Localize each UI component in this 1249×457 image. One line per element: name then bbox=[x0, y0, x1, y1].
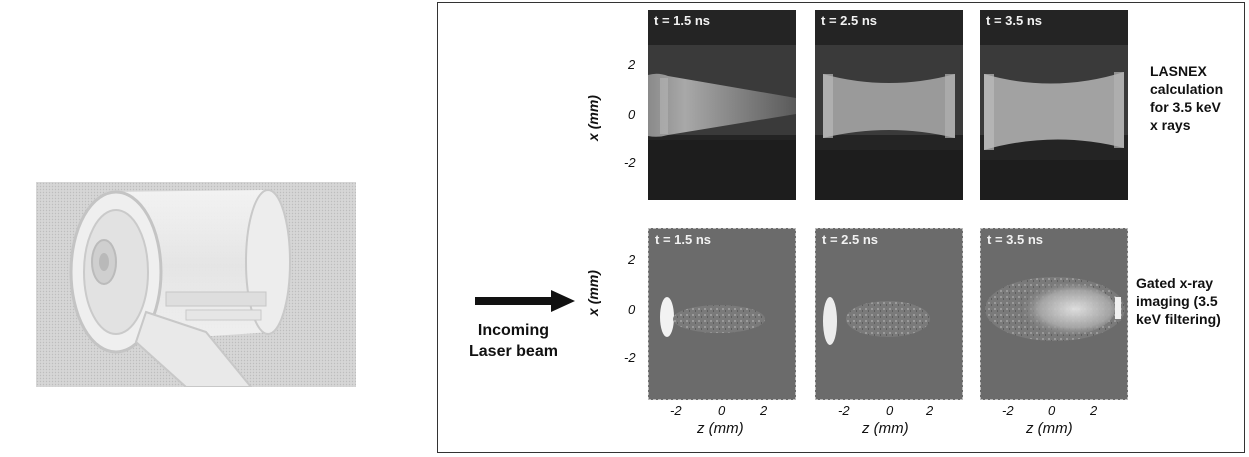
x-tick: 2 bbox=[760, 403, 768, 418]
x-tick: -2 bbox=[670, 403, 682, 418]
panel-time-label: t = 2.5 ns bbox=[822, 232, 878, 247]
x-axis-label: z (mm) bbox=[862, 420, 909, 437]
exp-panel-2: t = 2.5 ns bbox=[815, 228, 963, 400]
incoming-laser-label: Incoming Laser beam bbox=[469, 322, 558, 360]
x-tick: 2 bbox=[1090, 403, 1098, 418]
y-tick: -2 bbox=[624, 350, 636, 365]
panel-time-label: t = 3.5 ns bbox=[987, 232, 1043, 247]
panel-time-label: t = 3.5 ns bbox=[986, 13, 1042, 28]
exp-panel-1: t = 1.5 ns bbox=[648, 228, 796, 400]
x-tick: 0 bbox=[718, 403, 726, 418]
laser-arrow-icon bbox=[475, 290, 575, 312]
calc-panel-2: t = 2.5 ns bbox=[815, 10, 963, 200]
exp-caption: Gated x-ray imaging (3.5 keV filtering) bbox=[1136, 275, 1221, 327]
y-tick: 0 bbox=[628, 302, 636, 317]
x-axis-label: z (mm) bbox=[697, 420, 744, 437]
y-tick: 0 bbox=[628, 107, 636, 122]
panel-time-label: t = 2.5 ns bbox=[821, 13, 877, 28]
x-axis-label: z (mm) bbox=[1026, 420, 1073, 437]
y-axis-label-bottom: x (mm) bbox=[584, 270, 601, 316]
figure-frame bbox=[437, 2, 1245, 453]
hohlraum-photo bbox=[36, 182, 356, 387]
x-tick: 2 bbox=[926, 403, 934, 418]
y-tick: 2 bbox=[628, 252, 636, 267]
calc-panel-1: t = 1.5 ns bbox=[648, 10, 796, 200]
calc-caption: LASNEX calculation for 3.5 keV x rays bbox=[1150, 63, 1224, 133]
y-axis-label-top: x (mm) bbox=[584, 95, 601, 141]
exp-panel-3: t = 3.5 ns bbox=[980, 228, 1128, 400]
panel-time-label: t = 1.5 ns bbox=[654, 13, 710, 28]
calc-panel-3: t = 3.5 ns bbox=[980, 10, 1128, 200]
y-tick: -2 bbox=[624, 155, 636, 170]
x-tick: 0 bbox=[1048, 403, 1056, 418]
x-tick: -2 bbox=[838, 403, 850, 418]
panel-time-label: t = 1.5 ns bbox=[655, 232, 711, 247]
y-tick: 2 bbox=[628, 57, 636, 72]
x-tick: -2 bbox=[1002, 403, 1014, 418]
x-tick: 0 bbox=[886, 403, 894, 418]
